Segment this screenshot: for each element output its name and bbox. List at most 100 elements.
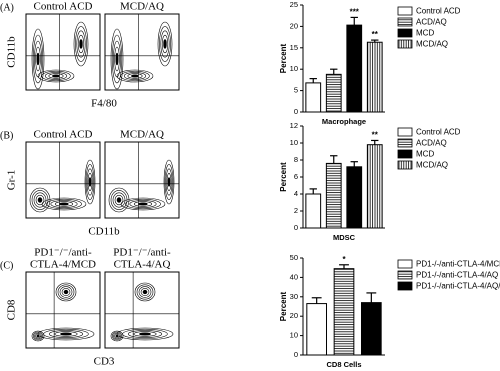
- contour: [108, 187, 130, 213]
- y-tick-label: 0: [294, 223, 298, 232]
- significance: **: [372, 131, 379, 140]
- contour: [125, 198, 161, 210]
- axis-label: Gr-1: [6, 170, 18, 191]
- legend-label: MCD: [416, 150, 434, 159]
- contour: [84, 159, 96, 205]
- plot-title: PD1⁻/⁻/anti-: [34, 247, 92, 259]
- legend-label: ACD/AQ: [416, 139, 447, 148]
- contour: [110, 28, 124, 90]
- contour: [127, 330, 163, 338]
- y-tick-label: 40: [290, 272, 298, 281]
- x-axis-label: MDSC: [333, 233, 356, 242]
- x-axis-label: CD8 Cells: [326, 360, 361, 369]
- contour: [160, 30, 170, 58]
- contour: [139, 332, 151, 336]
- contour: [111, 331, 123, 341]
- contour: [115, 334, 119, 338]
- contour: [131, 74, 139, 78]
- legend-label: ACD/AQ: [416, 18, 447, 27]
- contour: [35, 46, 41, 72]
- contour: [113, 332, 121, 340]
- contour: [75, 26, 87, 62]
- contour: [59, 286, 73, 298]
- contour: [114, 194, 124, 206]
- contour: [116, 69, 154, 83]
- contour: [142, 289, 148, 295]
- bar: [333, 268, 355, 356]
- bar: [325, 162, 342, 229]
- contour: [85, 164, 95, 200]
- contour: [31, 28, 45, 90]
- contour: [114, 333, 120, 339]
- bar: [360, 302, 382, 356]
- bar: [366, 41, 383, 113]
- axis-label: CD3: [94, 356, 115, 368]
- legend-swatch: [397, 149, 413, 159]
- y-axis-label: Percent: [279, 43, 288, 73]
- contour: [79, 39, 83, 49]
- y-tick-label: 2: [294, 206, 298, 215]
- panel-label: (C): [0, 260, 13, 271]
- contour: [35, 333, 41, 339]
- contour: [120, 70, 150, 82]
- contour: [86, 168, 94, 196]
- y-tick-label: 4: [294, 189, 298, 198]
- contour: [41, 70, 71, 82]
- contour: [59, 202, 69, 206]
- contour: [36, 52, 40, 66]
- plot-title: CTLA-4/AQ: [114, 259, 171, 271]
- contour: [161, 34, 169, 54]
- contour: [52, 74, 60, 78]
- y-tick-label: 0: [294, 350, 298, 359]
- contour: [76, 30, 86, 58]
- contour: [33, 192, 47, 208]
- contour: [115, 52, 119, 66]
- contour: [120, 197, 166, 211]
- y-axis-label: Percent: [279, 162, 288, 192]
- contour: [138, 286, 152, 298]
- y-tick-label: 6: [294, 172, 298, 181]
- axis-label: CD11b: [88, 226, 120, 238]
- y-tick-label: 20: [290, 21, 298, 30]
- legend-label: Control ACD: [416, 7, 461, 16]
- plot-title: CTLA-4/MCD: [30, 259, 96, 271]
- contour: [41, 197, 87, 211]
- legend-label: MCD/AQ: [416, 40, 448, 49]
- bar: [346, 166, 363, 229]
- contour: [140, 288, 150, 296]
- legend-swatch: [397, 39, 413, 49]
- contour: [157, 21, 173, 67]
- contour: [116, 197, 122, 203]
- contour: [35, 194, 45, 206]
- contour: [167, 177, 171, 187]
- contour: [44, 72, 68, 80]
- contour: [163, 39, 167, 49]
- panel-label: (B): [0, 130, 13, 141]
- plot-title: MCD/AQ: [120, 1, 164, 13]
- panel-label: (A): [0, 2, 14, 13]
- contour: [54, 331, 78, 337]
- axis-label: F4/80: [91, 98, 117, 110]
- legend-swatch: [397, 6, 413, 16]
- axis-label: CD11b: [6, 36, 18, 68]
- contour: [159, 26, 171, 62]
- significance: *: [342, 255, 346, 264]
- legend-swatch: [397, 138, 413, 148]
- contour: [163, 159, 175, 205]
- y-tick-label: 10: [290, 331, 298, 340]
- contour: [61, 288, 71, 296]
- plot-title: MCD/AQ: [120, 129, 164, 141]
- bar: [306, 303, 328, 356]
- contour: [50, 200, 78, 208]
- y-tick-label: 50: [290, 253, 298, 262]
- contour: [63, 289, 69, 295]
- legend-swatch: [397, 160, 413, 170]
- contour: [88, 177, 92, 187]
- contour: [133, 201, 153, 207]
- contour: [54, 201, 74, 207]
- y-tick-label: 20: [290, 311, 298, 320]
- contour: [31, 330, 45, 342]
- legend-label: PD1-/-/anti-CTLA-4/AQ: [416, 271, 498, 280]
- legend-label: PD1-/-/anti-CTLA-4/AQ/MCD: [416, 282, 500, 291]
